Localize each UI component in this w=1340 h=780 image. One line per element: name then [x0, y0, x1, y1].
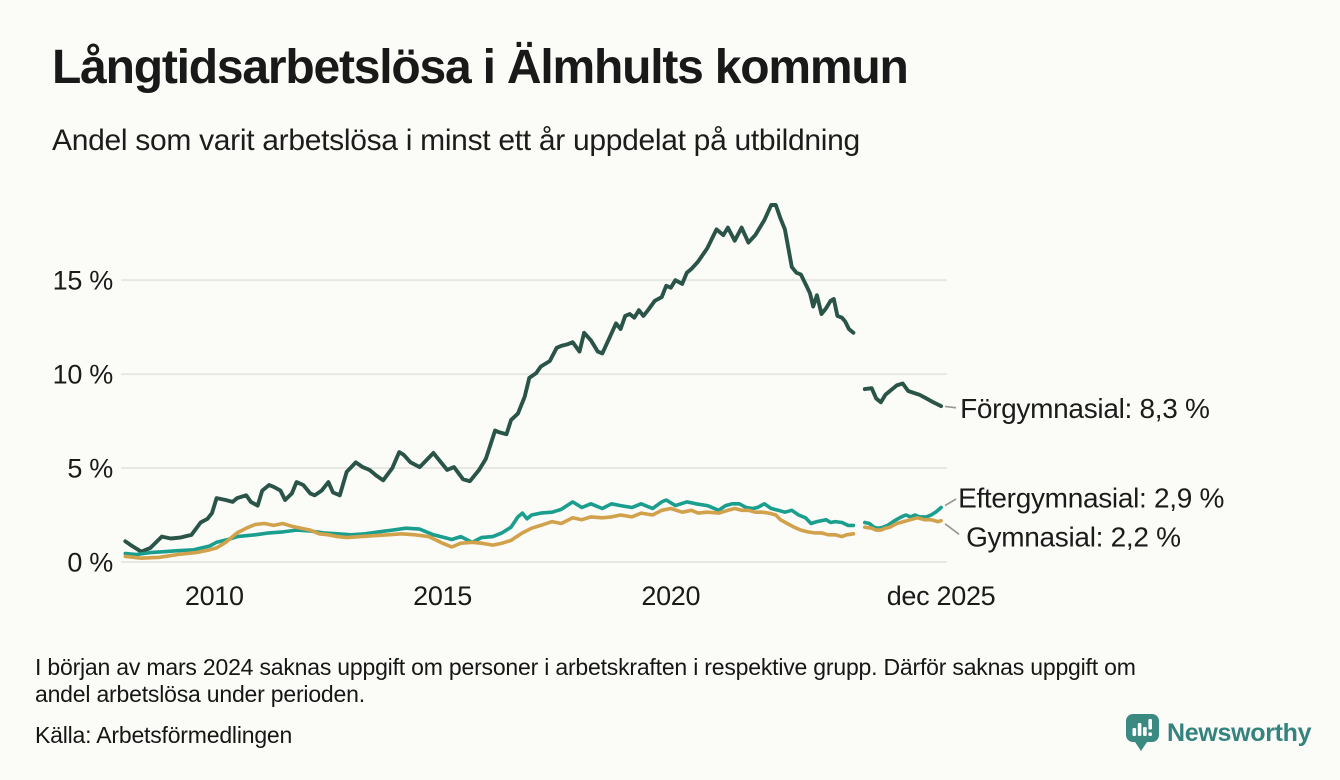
leader-line-forgymnasial — [944, 405, 957, 409]
series-lines — [123, 203, 944, 561]
page-title: Långtidsarbetslösa i Älmhults kommun — [52, 41, 909, 94]
x-tick-label: 2015 — [413, 581, 472, 611]
y-axis-tick-labels: 0 % 5 % 10 % 15 % — [53, 266, 114, 578]
y-tick-label: 10 % — [53, 360, 114, 390]
series-label-eftergymnasial: Eftergymnasial: 2,9 % — [958, 483, 1224, 514]
series-label-forgymnasial: Förgymnasial: 8,3 % — [960, 393, 1210, 424]
line-forgymnasial — [862, 381, 944, 409]
x-tick-label: 2020 — [641, 581, 700, 611]
chart-footnote: I början av mars 2024 saknas uppgift om … — [35, 654, 1136, 708]
page-subtitle: Andel som varit arbetslösa i minst ett å… — [52, 124, 860, 157]
x-tick-label: 2010 — [185, 581, 244, 611]
footnote-line: I början av mars 2024 saknas uppgift om … — [35, 654, 1136, 680]
series-label-gymnasial: Gymnasial: 2,2 % — [966, 522, 1181, 553]
source-label: Källa: Arbetsförmedlingen — [35, 722, 293, 748]
y-tick-label: 15 % — [53, 266, 114, 296]
y-tick-label: 5 % — [67, 454, 113, 484]
newsworthy-logo[interactable]: Newsworthy — [1126, 714, 1312, 752]
newsworthy-pin-icon — [1126, 714, 1159, 751]
line-gymnasial — [862, 515, 943, 532]
series-end-labels: Förgymnasial: 8,3 % Eftergymnasial: 2,9 %… — [944, 393, 1224, 553]
newsworthy-wordmark: Newsworthy — [1167, 718, 1312, 747]
line-eftergymnasial — [862, 505, 943, 531]
line-chart: 0 % 5 % 10 % 15 % 2010 2015 2020 dec 2025 Förg… — [53, 203, 1224, 611]
line-forgymnasial — [123, 203, 856, 554]
footnote-line: andel arbetslösa under perioden. — [35, 681, 365, 707]
y-tick-label: 0 % — [67, 548, 113, 578]
x-tick-label: dec 2025 — [887, 581, 996, 611]
line-eftergymnasial — [123, 498, 856, 557]
leader-line-gymnasial — [944, 523, 960, 535]
line-gymnasial — [123, 506, 856, 561]
leader-line-eftergymnasial — [944, 498, 957, 507]
x-axis-tick-labels: 2010 2015 2020 dec 2025 — [185, 581, 996, 611]
